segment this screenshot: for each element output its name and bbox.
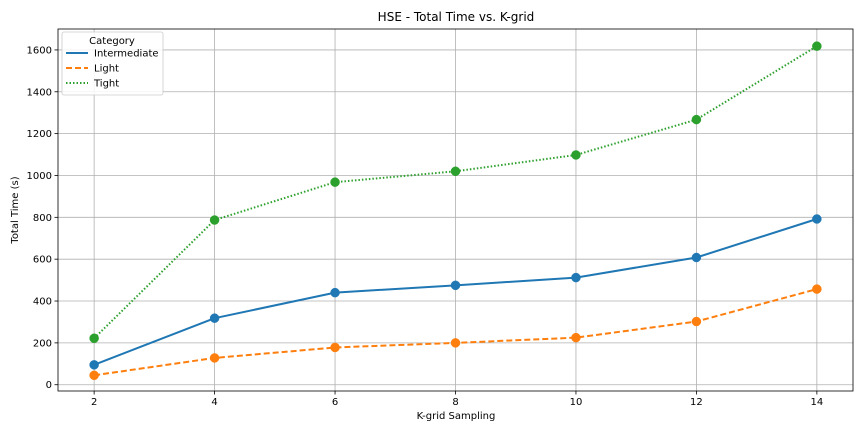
y-axis-ticks: 0 200 400 600 800 1000 1200 1400 1600 [27,45,58,391]
chart-title: HSE - Total Time vs. K-grid [378,10,535,24]
y-axis-label: Total Time (s) [10,176,21,244]
data-point-light [89,370,99,381]
legend-entry-tight: Tight [66,79,119,90]
y-tick-label: 200 [33,338,52,349]
legend-box [61,31,164,96]
y-tick-label: 1600 [27,45,52,56]
x-axis-label: K-grid Sampling [417,411,496,422]
data-point-light [571,332,581,343]
y-tick-label: 1000 [27,171,52,182]
y-tick-label: 0 [46,380,52,391]
x-tick-label: 4 [211,397,217,408]
grid-lines [58,29,853,391]
legend-entries: Intermediate Light Tight [66,49,159,90]
series-intermediate [89,214,822,370]
data-point-tight [571,150,581,160]
data-point-intermediate [812,214,822,224]
legend-label: Tight [93,79,119,90]
data-point-intermediate [571,272,581,283]
data-point-tight [330,177,340,187]
data-point-light [209,353,220,363]
data-point-intermediate [89,360,99,370]
y-tick-label: 1400 [27,87,52,98]
data-point-tight [450,166,461,177]
y-tick-label: 800 [33,213,52,224]
legend-title: Category [89,36,135,47]
x-tick-label: 12 [690,397,703,408]
x-tick-label: 10 [570,397,583,408]
data-point-light [812,284,822,294]
data-point-tight [812,41,822,51]
legend-label: Light [94,64,119,75]
data-point-intermediate [450,280,461,291]
legend-entry-light: Light [66,64,119,75]
data-point-intermediate [330,287,340,298]
x-axis-ticks: 2 4 6 8 10 12 14 [91,391,823,408]
data-point-light [330,342,340,353]
y-tick-label: 1200 [27,129,52,140]
series-light [89,284,822,381]
y-tick-label: 400 [33,297,52,308]
data-point-tight [691,114,702,125]
x-tick-label: 8 [452,397,458,408]
series-tight [89,41,822,344]
x-tick-label: 2 [91,397,97,408]
legend: Category Intermediate Light Tight [61,31,164,96]
data-point-light [691,316,702,327]
data-point-light [450,338,461,348]
x-tick-label: 6 [332,397,338,408]
data-point-tight [209,215,220,225]
data-point-intermediate [691,252,702,263]
data-point-intermediate [209,313,220,323]
y-tick-label: 600 [33,255,52,266]
data-point-tight [89,333,99,344]
series-layer [89,41,822,381]
legend-entry-intermediate: Intermediate [66,49,159,60]
legend-label: Intermediate [94,49,159,60]
x-tick-label: 14 [810,397,823,408]
